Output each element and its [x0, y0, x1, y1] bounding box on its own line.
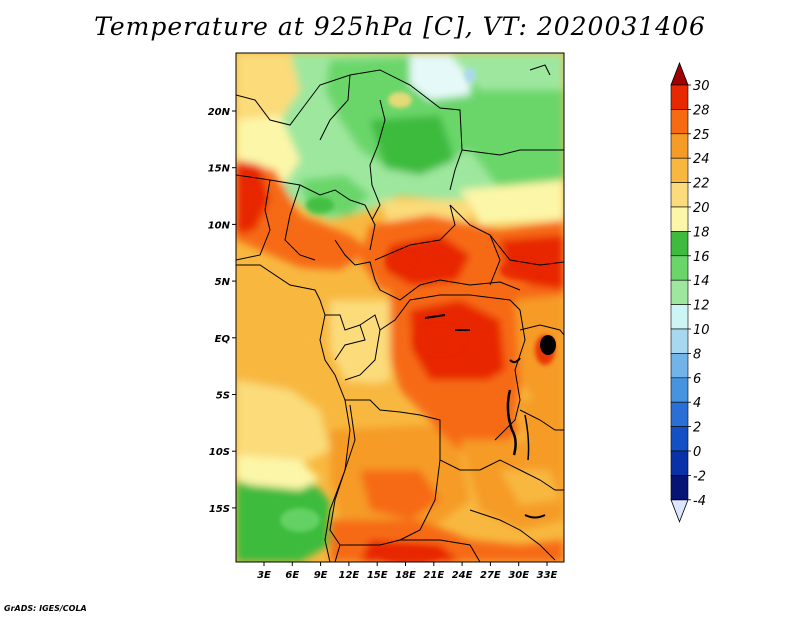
- lat-tick-label: 15S: [209, 504, 230, 515]
- colorbar-label: 25: [693, 128, 710, 143]
- colorbar-swatch: [670, 450, 689, 476]
- colorbar-label: 0: [693, 445, 701, 460]
- colorbar-swatch: [670, 231, 689, 257]
- lon-tick-label: 21E: [423, 570, 444, 581]
- colorbar-label: 2: [693, 421, 701, 436]
- lon-tick-label: 27E: [480, 570, 501, 581]
- colorbar-label: 10: [693, 323, 710, 338]
- colorbar-cap-top: [670, 61, 689, 86]
- lon-tick-label: 12E: [339, 570, 360, 581]
- latitude-axis: 20N 15N 10N 5N EQ 5S 10S 15S: [208, 107, 236, 515]
- lon-tick-label: 6E: [285, 570, 299, 581]
- lat-tick-label: 10S: [209, 447, 230, 458]
- colorbar-label: 16: [693, 250, 710, 265]
- lon-tick-label: 9E: [314, 570, 328, 581]
- lon-tick-label: 15E: [367, 570, 388, 581]
- map-frame: [235, 52, 565, 563]
- colorbar-label: 20: [693, 201, 710, 216]
- colorbar-swatch: [670, 377, 689, 403]
- colorbar-label: 30: [693, 79, 710, 94]
- temperature-field: [236, 53, 564, 562]
- lat-tick-label: 10N: [208, 220, 231, 231]
- lon-tick-label: 18E: [395, 570, 416, 581]
- colorbar-label: 4: [693, 396, 701, 411]
- colorbar-swatch: [670, 109, 689, 135]
- longitude-axis: 3E 6E 9E 12E 15E 18E 21E 24E 27E 30E 33E: [257, 562, 558, 581]
- colorbar-label: 6: [693, 372, 701, 387]
- lon-tick-label: 30E: [508, 570, 529, 581]
- colorbar-swatch: [670, 401, 689, 427]
- colorbar-label: -2: [693, 469, 706, 484]
- country-borders: [236, 64, 564, 562]
- colorbar-label: 28: [693, 103, 710, 118]
- lat-tick-label: 5N: [215, 277, 231, 288]
- colorbar-swatch: [670, 475, 689, 501]
- colorbar-label: 8: [693, 347, 701, 362]
- lon-tick-label: 24E: [452, 570, 473, 581]
- lat-tick-label: 20N: [208, 107, 231, 118]
- colorbar-label: -4: [693, 494, 706, 509]
- colorbar-swatch: [670, 182, 689, 208]
- colorbar-swatch: [670, 426, 689, 452]
- lat-tick-label: 5S: [216, 391, 230, 402]
- colorbar-swatch: [670, 133, 689, 159]
- colorbar-swatch: [670, 157, 689, 183]
- lat-tick-label: 15N: [208, 164, 231, 175]
- colorbar-swatch: [670, 353, 689, 379]
- lon-tick-label: 3E: [257, 570, 271, 581]
- colorbar-swatch: [670, 304, 689, 330]
- lon-tick-label: 33E: [537, 570, 558, 581]
- map-title: Temperature at 925hPa [C], VT: 202003140…: [94, 12, 706, 41]
- colorbar-label: 22: [693, 177, 710, 192]
- colorbar-label: 18: [693, 225, 710, 240]
- colorbar-label: 14: [693, 274, 710, 289]
- colorbar-label: 12: [693, 299, 710, 314]
- colorbar-swatch: [670, 206, 689, 232]
- colorbar-swatch: [670, 328, 689, 354]
- colorbar-swatch: [670, 255, 689, 281]
- colorbar-swatch: [670, 279, 689, 305]
- lat-tick-label: EQ: [215, 334, 231, 345]
- colorbar-label: 24: [693, 152, 710, 167]
- grads-credit: GrADS: IGES/COLA: [4, 604, 87, 613]
- colorbar-cap-bottom: [670, 499, 689, 523]
- colorbar-swatch: [670, 84, 689, 110]
